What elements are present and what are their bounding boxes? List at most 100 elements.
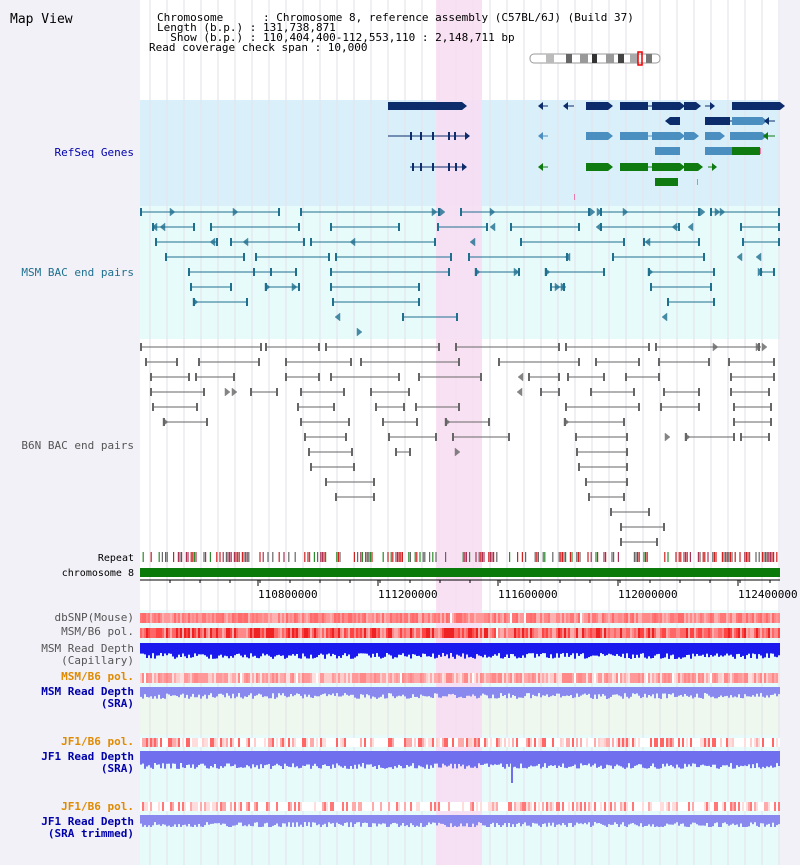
bac-end-arrow[interactable]: [755, 342, 762, 352]
bac-end-pair[interactable]: [625, 373, 660, 381]
bac-end-arrow[interactable]: [242, 237, 249, 247]
bac-end-pair[interactable]: [437, 223, 488, 231]
refseq-gene[interactable]: [730, 132, 767, 140]
bac-end-pair[interactable]: [195, 373, 235, 381]
bac-end-arrow[interactable]: [209, 237, 216, 247]
refseq-gene[interactable]: [705, 102, 715, 110]
bac-end-pair[interactable]: [460, 208, 590, 216]
bac-end-pair[interactable]: [588, 493, 625, 501]
bac-end-pair[interactable]: [733, 403, 772, 411]
refseq-gene[interactable]: [665, 117, 680, 125]
bac-end-arrow[interactable]: [564, 252, 571, 262]
bac-end-arrow[interactable]: [232, 207, 239, 217]
bac-end-pair[interactable]: [335, 493, 375, 501]
bac-end-pair[interactable]: [155, 238, 218, 246]
track-label-b6n-bac[interactable]: B6N BAC end pairs: [21, 439, 134, 452]
bac-end-arrow[interactable]: [334, 312, 341, 322]
bac-end-arrow[interactable]: [444, 417, 451, 427]
bac-end-arrow[interactable]: [264, 282, 271, 292]
bac-end-pair[interactable]: [165, 253, 245, 261]
track-dbsnp[interactable]: [140, 613, 780, 623]
bac-end-pair[interactable]: [730, 373, 775, 381]
bac-end-arrow[interactable]: [755, 252, 762, 262]
bac-end-pair[interactable]: [415, 403, 460, 411]
bac-end-pair[interactable]: [620, 538, 658, 546]
refseq-gene[interactable]: [586, 132, 613, 140]
bac-end-pair[interactable]: [255, 253, 330, 261]
refseq-gene[interactable]: [763, 132, 775, 140]
bac-end-pair[interactable]: [330, 283, 420, 291]
track-msm-b6-pol-sra[interactable]: [140, 673, 780, 683]
bac-end-pair[interactable]: [388, 433, 437, 441]
bac-end-pair[interactable]: [285, 373, 320, 381]
bac-end-arrow[interactable]: [560, 282, 567, 292]
bac-end-arrow[interactable]: [224, 387, 231, 397]
refseq-gene[interactable]: [732, 117, 767, 125]
bac-end-pair[interactable]: [585, 478, 628, 486]
bac-end-pair[interactable]: [498, 358, 580, 366]
bac-end-pair[interactable]: [310, 238, 436, 246]
bac-end-pair[interactable]: [730, 388, 770, 396]
bac-end-pair[interactable]: [575, 433, 628, 441]
bac-end-pair[interactable]: [565, 343, 650, 351]
b6n-bac-track[interactable]: [140, 342, 775, 546]
refseq-gene[interactable]: [410, 163, 467, 171]
bac-end-arrow[interactable]: [517, 372, 524, 382]
bac-end-pair[interactable]: [304, 433, 347, 441]
bac-end-pair[interactable]: [520, 238, 625, 246]
bac-end-pair[interactable]: [210, 223, 300, 231]
refseq-gene[interactable]: [732, 147, 760, 155]
bac-end-pair[interactable]: [335, 253, 452, 261]
refseq-gene[interactable]: [684, 163, 703, 171]
bac-end-pair[interactable]: [578, 463, 628, 471]
bac-end-pair[interactable]: [360, 358, 460, 366]
bac-end-arrow[interactable]: [431, 207, 438, 217]
bac-end-pair[interactable]: [300, 208, 440, 216]
bac-end-arrow[interactable]: [596, 207, 603, 217]
bac-end-arrow[interactable]: [162, 417, 169, 427]
bac-end-arrow[interactable]: [563, 417, 570, 427]
bac-end-arrow[interactable]: [644, 237, 651, 247]
bac-end-pair[interactable]: [728, 358, 775, 366]
bac-end-pair[interactable]: [590, 388, 635, 396]
bac-end-pair[interactable]: [742, 238, 780, 246]
bac-end-pair[interactable]: [402, 313, 458, 321]
track-label-msm-bac[interactable]: MSM BAC end pairs: [21, 266, 134, 279]
track-msm-b6-pol[interactable]: [140, 628, 780, 638]
bac-end-arrow[interactable]: [714, 207, 721, 217]
bac-end-pair[interactable]: [140, 208, 280, 216]
refseq-gene[interactable]: [705, 132, 725, 140]
bac-end-pair[interactable]: [382, 418, 418, 426]
bac-end-arrow[interactable]: [454, 447, 461, 457]
bac-end-pair[interactable]: [663, 388, 700, 396]
bac-end-pair[interactable]: [510, 223, 580, 231]
refseq-gene[interactable]: [538, 102, 548, 110]
bac-end-pair[interactable]: [150, 373, 190, 381]
bac-end-arrow[interactable]: [474, 267, 481, 277]
bac-end-arrow[interactable]: [159, 222, 166, 232]
bac-end-pair[interactable]: [152, 403, 198, 411]
bac-end-pair[interactable]: [612, 253, 705, 261]
bac-end-pair[interactable]: [528, 373, 560, 381]
track-msm-read-depth-sra[interactable]: [140, 687, 780, 699]
bac-end-arrow[interactable]: [671, 222, 678, 232]
refseq-gene[interactable]: [620, 132, 685, 140]
bac-end-pair[interactable]: [610, 508, 650, 516]
bac-end-arrow[interactable]: [554, 282, 561, 292]
bac-end-arrow[interactable]: [647, 267, 654, 277]
bac-end-pair[interactable]: [740, 223, 780, 231]
refseq-genes-track[interactable]: [388, 102, 785, 200]
refseq-gene[interactable]: [586, 163, 613, 171]
bac-end-arrow[interactable]: [516, 387, 523, 397]
bac-end-pair[interactable]: [253, 268, 297, 276]
refseq-gene[interactable]: [620, 163, 685, 171]
bac-end-pair[interactable]: [733, 418, 772, 426]
track-label-repeat[interactable]: Repeat: [98, 553, 134, 564]
bac-end-pair[interactable]: [660, 403, 700, 411]
bac-end-pair[interactable]: [395, 448, 411, 456]
msm-bac-track[interactable]: [140, 207, 780, 337]
bac-end-pair[interactable]: [650, 283, 712, 291]
bac-end-pair[interactable]: [567, 373, 605, 381]
bac-end-arrow[interactable]: [231, 387, 238, 397]
